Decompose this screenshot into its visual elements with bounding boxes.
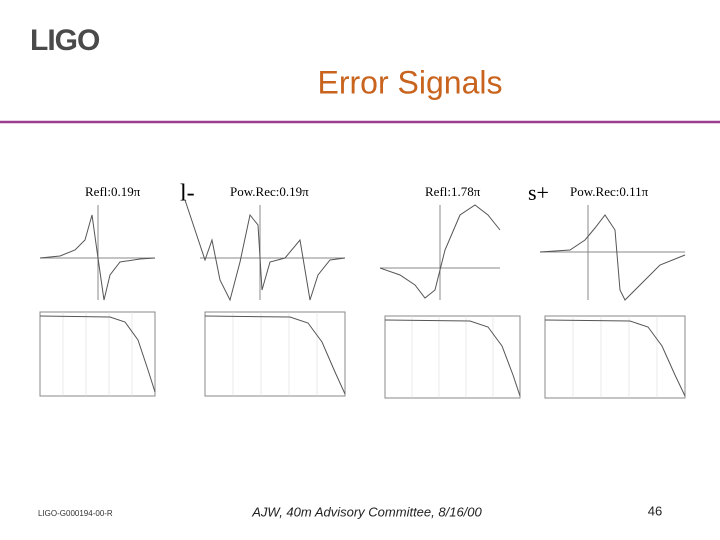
logo: LIGO	[30, 24, 100, 57]
panel-label: Refl:1.78π	[425, 184, 481, 199]
top-plot	[379, 204, 501, 300]
bottom-plot	[39, 311, 156, 397]
bottom-plot	[204, 311, 346, 397]
top-plot	[539, 205, 686, 301]
panel-label: Pow.Rec:0.11π	[570, 184, 649, 199]
slide-title: Error Signals	[318, 64, 503, 100]
bottom-plot	[384, 315, 521, 399]
footer-text: AJW, 40m Advisory Committee, 8/16/00	[251, 504, 482, 519]
page-number: 46	[648, 503, 662, 518]
panel-label: s+	[528, 180, 549, 205]
panel-label: Pow.Rec:0.19π	[230, 184, 309, 199]
top-plot	[184, 199, 346, 302]
panel-label: Refl:0.19π	[85, 184, 141, 199]
bottom-plot	[544, 315, 686, 399]
top-plot	[39, 205, 156, 301]
doc-id: LIGO-G000194-00-R	[38, 509, 113, 518]
panel-label: l-	[180, 181, 195, 207]
